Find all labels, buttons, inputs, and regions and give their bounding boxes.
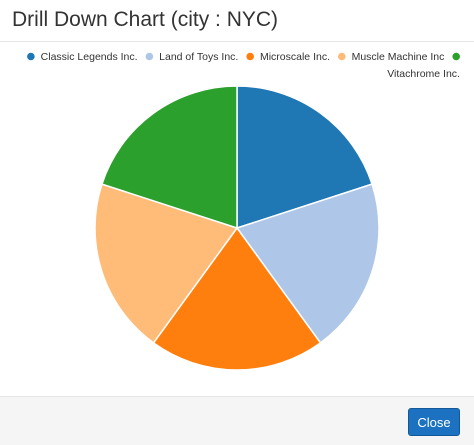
pie-slice-2[interactable] bbox=[152, 226, 322, 371]
legend-dot-0[interactable] bbox=[27, 52, 35, 61]
legend-dot-3[interactable] bbox=[338, 52, 346, 61]
pie-slice-4[interactable] bbox=[101, 85, 238, 230]
legend-label-4[interactable]: Vitachrome Inc. bbox=[387, 68, 460, 80]
modal-title: Drill Down Chart (city : NYC) bbox=[12, 8, 279, 31]
legend-dot-1[interactable] bbox=[145, 52, 154, 61]
pie-slices bbox=[94, 85, 380, 371]
modal-footer: Close bbox=[0, 396, 474, 445]
pie-slice-3[interactable] bbox=[94, 183, 239, 344]
legend-dot-2[interactable] bbox=[246, 52, 254, 61]
modal-body: Classic Legends Inc. Land of Toys Inc. Mic… bbox=[0, 42, 474, 396]
pie-slice-1[interactable] bbox=[235, 183, 380, 344]
pie-slice-0[interactable] bbox=[236, 85, 373, 230]
modal-header: Drill Down Chart (city : NYC) bbox=[0, 0, 474, 42]
legend-dot-4[interactable] bbox=[452, 52, 461, 61]
legend-label-0[interactable]: Classic Legends Inc. bbox=[41, 51, 138, 63]
chart-legend: Classic Legends Inc. Land of Toys Inc. Mic… bbox=[27, 51, 461, 80]
close-button[interactable]: Close bbox=[408, 408, 460, 436]
pie-chart: Classic Legends Inc. Land of Toys Inc. Mic… bbox=[27, 51, 461, 371]
legend-label-1[interactable]: Land of Toys Inc. bbox=[159, 51, 238, 63]
legend-label-2[interactable]: Microscale Inc. bbox=[260, 51, 330, 63]
legend-label-3[interactable]: Muscle Machine Inc bbox=[352, 51, 445, 63]
